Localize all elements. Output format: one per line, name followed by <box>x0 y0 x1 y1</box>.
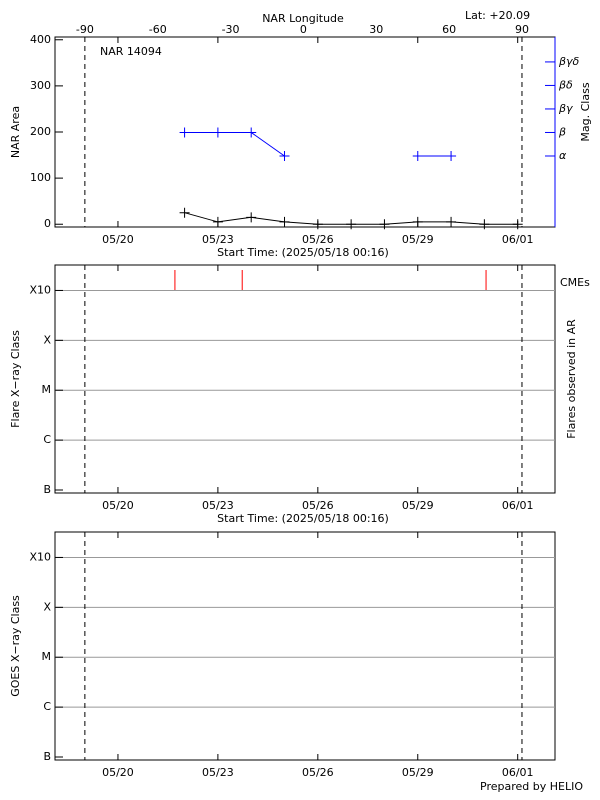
point <box>212 216 223 227</box>
footer: Prepared by HELIO <box>480 780 583 793</box>
y-tick-label: X <box>43 600 51 613</box>
point <box>179 127 190 138</box>
x-tick-label: 05/29 <box>402 233 434 246</box>
point <box>379 219 390 230</box>
x-tick-label: 05/26 <box>302 499 334 512</box>
x2-tick-label: 0 <box>300 23 307 36</box>
plot-frame <box>54 264 556 494</box>
plot-frame <box>54 36 556 228</box>
y2-tick-label: βγ <box>558 102 573 115</box>
x-tick-label: 05/20 <box>102 233 134 246</box>
y-tick-label: X <box>43 333 51 346</box>
point <box>246 127 257 138</box>
y2-axis-title: Mag. Class <box>579 82 592 141</box>
x2-tick-label: 30 <box>369 23 383 36</box>
y2-tick-label: βδ <box>558 78 573 91</box>
legend-label: CMEs <box>560 276 590 289</box>
x2-axis-title: NAR Longitude <box>262 12 344 25</box>
point <box>246 212 257 223</box>
y2-tick-label: βγδ <box>558 55 580 68</box>
point <box>412 216 423 227</box>
y-axis-title: NAR Area <box>9 106 22 158</box>
y2-axis-title: Flares observed in AR <box>565 319 578 439</box>
x-tick-label: 05/26 <box>302 766 334 779</box>
point <box>479 219 490 230</box>
series-line <box>184 131 285 157</box>
y-axis-title: GOES X−ray Class <box>9 595 22 697</box>
point <box>346 219 357 230</box>
y-tick-label: 0 <box>44 217 51 230</box>
x2-tick-label: -90 <box>76 23 94 36</box>
x-tick-label: 06/01 <box>502 233 534 246</box>
x2-tick-label: -30 <box>222 23 240 36</box>
point <box>279 150 290 161</box>
point <box>412 150 423 161</box>
y-tick-label: B <box>43 483 51 496</box>
x2-tick-label: 60 <box>442 23 456 36</box>
point <box>512 219 523 230</box>
x-tick-label: 05/23 <box>202 233 234 246</box>
y-tick-label: X10 <box>29 283 51 296</box>
y-tick-label: C <box>43 700 51 713</box>
x2-tick-label: -60 <box>149 23 167 36</box>
y-tick-label: 300 <box>30 79 51 92</box>
x2-tick-label: 90 <box>515 23 529 36</box>
x-axis-title: Start Time: (2025/05/18 00:16) <box>217 246 389 259</box>
point <box>279 216 290 227</box>
y-tick-label: 200 <box>30 125 51 138</box>
y-tick-label: C <box>43 433 51 446</box>
x-tick-label: 05/23 <box>202 766 234 779</box>
x-tick-label: 05/23 <box>202 499 234 512</box>
subtitle: Lat: +20.09 <box>465 9 530 22</box>
x-tick-label: 06/01 <box>502 499 534 512</box>
point <box>446 216 457 227</box>
chart-title: NAR 14094 <box>100 45 162 58</box>
x-tick-label: 05/29 <box>402 499 434 512</box>
y-tick-label: X10 <box>29 550 51 563</box>
plot-frame <box>54 531 556 761</box>
x-tick-label: 05/26 <box>302 233 334 246</box>
point <box>312 219 323 230</box>
point <box>446 150 457 161</box>
y2-tick-label: α <box>559 149 567 162</box>
x-tick-label: 05/20 <box>102 499 134 512</box>
x-tick-label: 05/20 <box>102 766 134 779</box>
x-axis-title: Start Time: (2025/05/18 00:16) <box>217 512 389 525</box>
x-tick-label: 06/01 <box>502 766 534 779</box>
point <box>212 127 223 138</box>
y-axis-title: Flare X−ray Class <box>9 330 22 428</box>
y-tick-label: 400 <box>30 33 51 46</box>
x-tick-label: 05/29 <box>402 766 434 779</box>
y2-tick-label: β <box>558 125 566 138</box>
y-tick-label: M <box>42 383 52 396</box>
y-tick-label: 100 <box>30 171 51 184</box>
y-tick-label: M <box>42 650 52 663</box>
y-tick-label: B <box>43 750 51 763</box>
point <box>179 207 190 218</box>
